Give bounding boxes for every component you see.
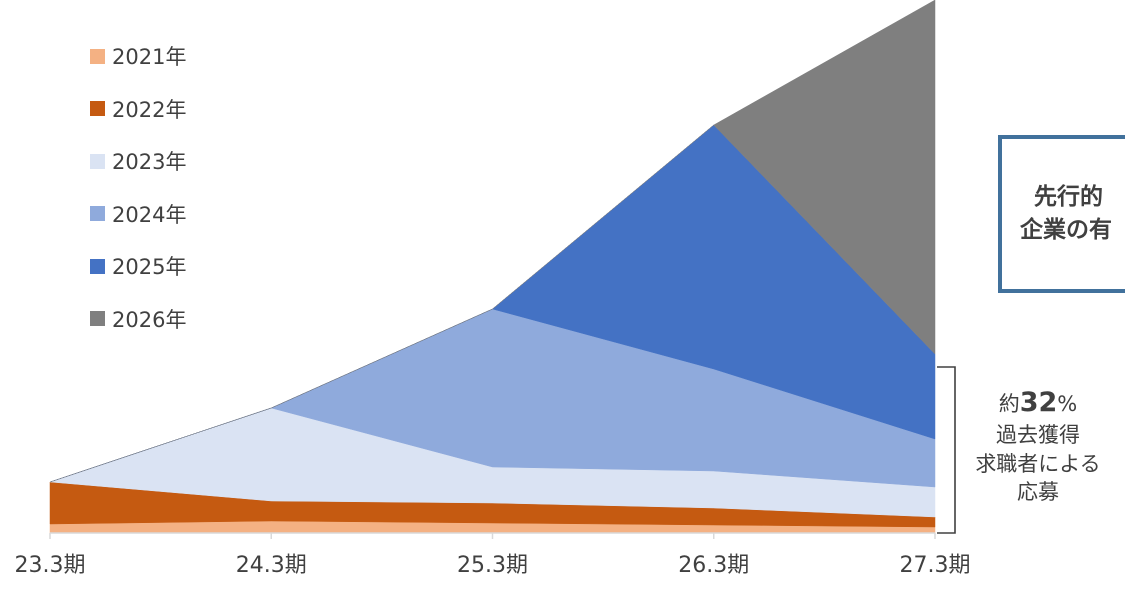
legend-item: 2025年 [90, 240, 186, 293]
legend-swatch [90, 311, 105, 327]
legend-item: 2026年 [90, 293, 186, 346]
x-tick-label: 23.3期 [14, 553, 86, 578]
callout-line1: 先行的 [1034, 183, 1103, 210]
legend-label: 2023年 [112, 150, 187, 175]
bracket [937, 366, 956, 534]
annotation-value: 32 [1019, 387, 1058, 418]
callout-line2: 企業の有 [1020, 217, 1112, 243]
x-axis-ticks [49, 533, 936, 539]
legend-label: 2024年 [112, 202, 187, 227]
chart-legend: 2021年 2022年 2023年 2024年 2025年 2026年 [90, 30, 186, 345]
area-2026年 [49, 0, 936, 483]
legend-swatch [90, 48, 105, 64]
annotation-line2: 過去獲得 [996, 423, 1080, 448]
legend-swatch [90, 206, 105, 222]
legend-label: 2026年 [112, 307, 187, 332]
legend-label: 2025年 [112, 255, 187, 280]
legend-item: 2023年 [90, 135, 186, 188]
legend-swatch [90, 153, 105, 169]
chart-areas [49, 0, 936, 534]
annotation: 約32% 過去獲得 求職者による 応募 [968, 385, 1108, 506]
annotation-unit: % [1057, 392, 1078, 416]
legend-item: 2022年 [90, 83, 186, 136]
x-tick-label: 26.3期 [678, 553, 750, 578]
annotation-share: 約32% [968, 385, 1108, 421]
x-tick-label: 24.3期 [235, 553, 307, 578]
legend-item: 2024年 [90, 188, 186, 241]
x-tick-label: 27.3期 [899, 553, 971, 578]
annotation-line3: 求職者による [975, 451, 1101, 476]
legend-label: 2021年 [112, 45, 187, 70]
annotation-line4: 応募 [1017, 480, 1059, 505]
legend-swatch [90, 258, 105, 274]
annotation-prefix: 約 [998, 392, 1020, 416]
x-tick-label: 25.3期 [457, 553, 528, 578]
legend-label: 2022年 [112, 97, 187, 122]
callout-box: 先行的 企業の有 [998, 135, 1125, 293]
legend-item: 2021年 [90, 30, 186, 83]
legend-swatch [90, 101, 105, 117]
